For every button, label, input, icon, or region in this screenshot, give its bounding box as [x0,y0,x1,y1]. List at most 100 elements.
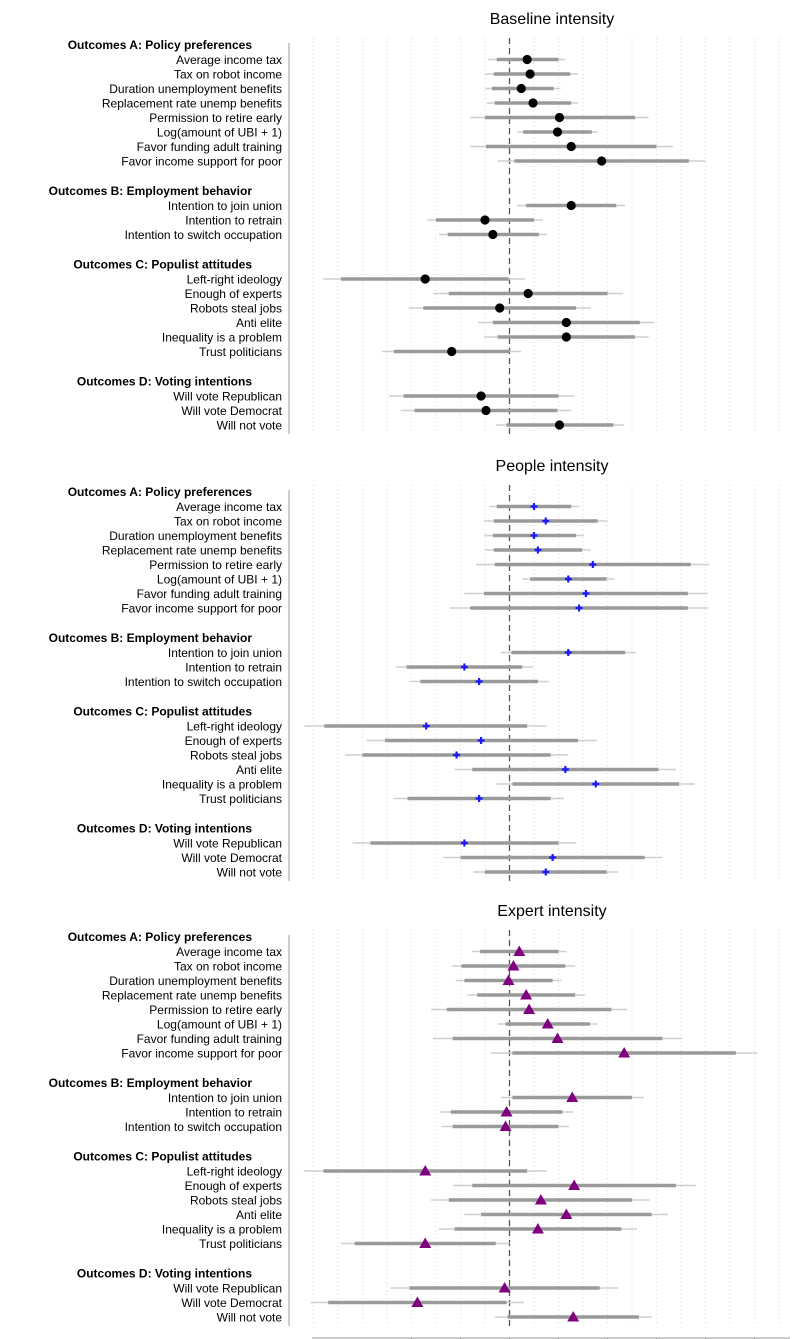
row-label: Intention to join union [168,646,282,660]
row-label: Will not vote [217,419,283,433]
point-estimate [564,649,572,656]
row-label: Left-right ideology [187,1165,282,1179]
row-label: Enough of experts [185,287,282,301]
group-header: Outcomes A: Policy preferences [68,38,253,52]
row-label: Permission to retire early [149,111,282,125]
point-estimate [561,332,571,342]
row-label: Log(amount of UBI + 1) [157,573,282,587]
point-estimate [566,141,576,152]
point-estimate [419,1165,432,1176]
group-header: Outcomes D: Voting intentions [77,375,252,389]
row-label: Intention to join union [168,1091,282,1105]
row-label: Intention to join union [168,199,282,213]
point-estimate [554,112,565,123]
row-label: Average income tax [176,53,282,67]
point-estimate [447,346,457,357]
point-estimate [531,1223,544,1234]
row-label: Favor income support for poor [121,1047,282,1061]
panel-title: Expert intensity [497,903,606,920]
row-label: Robots steal jobs [190,302,282,316]
group-header: Outcomes B: Employment behavior [49,1076,253,1090]
point-estimate [551,1032,564,1043]
point-estimate [516,83,526,94]
point-estimate [419,1237,432,1248]
row-label: Enough of experts [185,734,282,748]
point-estimate [592,780,600,788]
point-estimate [488,229,498,240]
point-estimate [597,156,607,166]
row-label: Duration unemployment benefits [109,82,282,96]
point-estimate [552,127,563,137]
point-estimate [523,1003,536,1014]
point-estimate [476,391,486,401]
point-estimate [575,604,583,612]
group-header: Outcomes D: Voting intentions [77,1267,252,1281]
point-estimate [499,1120,512,1131]
group-header: Outcomes D: Voting intentions [77,822,252,836]
row-label: Favor income support for poor [121,155,282,169]
panel-1: People intensity Outcomes A: Policy prefe… [49,458,780,881]
row-label: Will vote Republican [173,390,282,404]
point-estimate [500,1106,513,1117]
point-estimate [422,722,430,730]
row-label: Will vote Democrat [181,1296,282,1310]
point-estimate [567,1311,580,1322]
row-label: Intention to switch occupation [125,1120,282,1134]
panel-title: People intensity [496,458,609,475]
point-estimate [480,215,490,225]
row-label: Robots steal jobs [190,749,282,763]
point-estimate [513,945,526,956]
row-label: Will not vote [217,866,283,880]
point-estimate [520,989,533,1000]
panel-2: Expert intensity Outcomes A: Policy prefe… [49,903,780,1326]
group-header: Outcomes A: Policy preferences [68,930,253,944]
row-label: Trust politicians [199,1237,282,1251]
point-estimate [618,1047,631,1058]
point-estimate [420,274,430,284]
point-estimate [498,1282,511,1293]
point-estimate [542,868,550,876]
point-estimate [566,200,576,211]
point-estimate [453,751,461,759]
row-label: Intention to retrain [185,1106,282,1120]
panel-0: Baseline intensity Outcomes A: Policy pre… [49,11,780,434]
group-header: Outcomes C: Populist attitudes [73,705,252,719]
row-label: Left-right ideology [187,720,282,734]
point-estimate [534,1194,547,1205]
row-label: Trust politicians [199,345,282,359]
row-label: Will vote Republican [173,1282,282,1296]
point-estimate [564,575,572,583]
row-label: Replacement rate unemp benefits [102,989,282,1003]
row-label: Favor funding adult training [137,587,282,601]
row-label: Duration unemployment benefits [109,529,282,543]
point-estimate [523,288,533,299]
point-estimate [525,69,535,79]
point-estimate [542,517,550,525]
point-estimate [554,420,565,430]
group-header: Outcomes C: Populist attitudes [73,258,252,272]
grid [313,38,780,434]
point-estimate [481,405,491,416]
grid [313,485,780,881]
panel-title: Baseline intensity [490,11,615,28]
point-estimate [460,839,468,847]
point-estimate [502,974,515,985]
row-label: Intention to switch occupation [125,675,282,689]
row-label: Permission to retire early [149,558,282,572]
row-label: Favor funding adult training [137,1032,282,1046]
row-label: Duration unemployment benefits [109,974,282,988]
point-estimate [495,303,505,313]
row-label: Average income tax [176,945,282,959]
point-estimate [534,546,542,554]
point-estimate [560,1208,573,1219]
row-label: Favor funding adult training [137,140,282,154]
point-estimate [549,854,557,861]
row-label: Tax on robot income [174,515,282,529]
row-label: Anti elite [236,763,282,777]
row-label: Will vote Democrat [181,851,282,865]
group-header: Outcomes C: Populist attitudes [73,1150,252,1164]
point-estimate [561,317,571,328]
group-header: Outcomes B: Employment behavior [49,631,253,645]
row-label: Intention to retrain [185,661,282,675]
